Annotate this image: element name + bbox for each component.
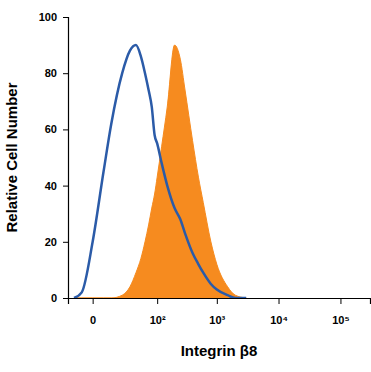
x-tick-label: 10⁵ — [332, 314, 349, 326]
y-tick: 100 — [39, 11, 68, 23]
y-tick: 40 — [45, 180, 68, 192]
x-tick-mark — [279, 298, 280, 304]
histogram-area — [74, 45, 246, 298]
y-tick-label: 40 — [45, 180, 57, 192]
y-tick-mark — [63, 242, 68, 243]
y-axis-line — [63, 18, 69, 299]
plot-area — [74, 45, 246, 298]
x-tick-label: 0 — [90, 314, 96, 326]
x-tick: 10² — [150, 298, 166, 326]
y-axis: 0 20 40 60 80 100 — [39, 11, 69, 304]
x-tick: 0 — [90, 298, 96, 326]
x-tick: 10³ — [209, 298, 225, 326]
x-tick-mark — [217, 298, 218, 304]
y-tick: 80 — [45, 67, 68, 79]
y-tick: 20 — [45, 236, 68, 248]
x-axis-title: Integrin β8 — [181, 342, 258, 359]
y-tick-label: 0 — [51, 292, 57, 304]
y-tick-mark — [63, 17, 68, 18]
y-tick-label: 100 — [39, 11, 57, 23]
y-tick-mark — [63, 298, 68, 299]
x-axis-line — [69, 299, 371, 305]
x-tick-label: 10³ — [209, 314, 225, 326]
x-tick-label: 10² — [150, 314, 166, 326]
x-tick-mark — [157, 298, 158, 304]
chart: 0 10² 10³ 10⁴ 10⁵ 0 20 40 60 80 100 Integrin β8 Rela… — [0, 0, 371, 372]
x-tick-mark — [93, 298, 94, 304]
y-tick-label: 60 — [45, 123, 57, 135]
x-tick: 10⁴ — [270, 298, 288, 326]
y-tick: 0 — [51, 292, 68, 304]
x-axis: 0 10² 10³ 10⁴ 10⁵ — [69, 298, 371, 326]
y-tick-label: 80 — [45, 67, 57, 79]
y-tick: 60 — [45, 123, 68, 135]
x-tick-label: 10⁴ — [270, 314, 288, 326]
histogram-line — [74, 45, 246, 298]
x-tick-mark — [340, 298, 341, 304]
y-tick-label: 20 — [45, 236, 57, 248]
x-tick: 10⁵ — [332, 298, 349, 326]
y-tick-mark — [63, 73, 68, 74]
y-tick-mark — [63, 186, 68, 187]
y-tick-mark — [63, 129, 68, 130]
y-axis-title: Relative Cell Number — [3, 82, 20, 232]
